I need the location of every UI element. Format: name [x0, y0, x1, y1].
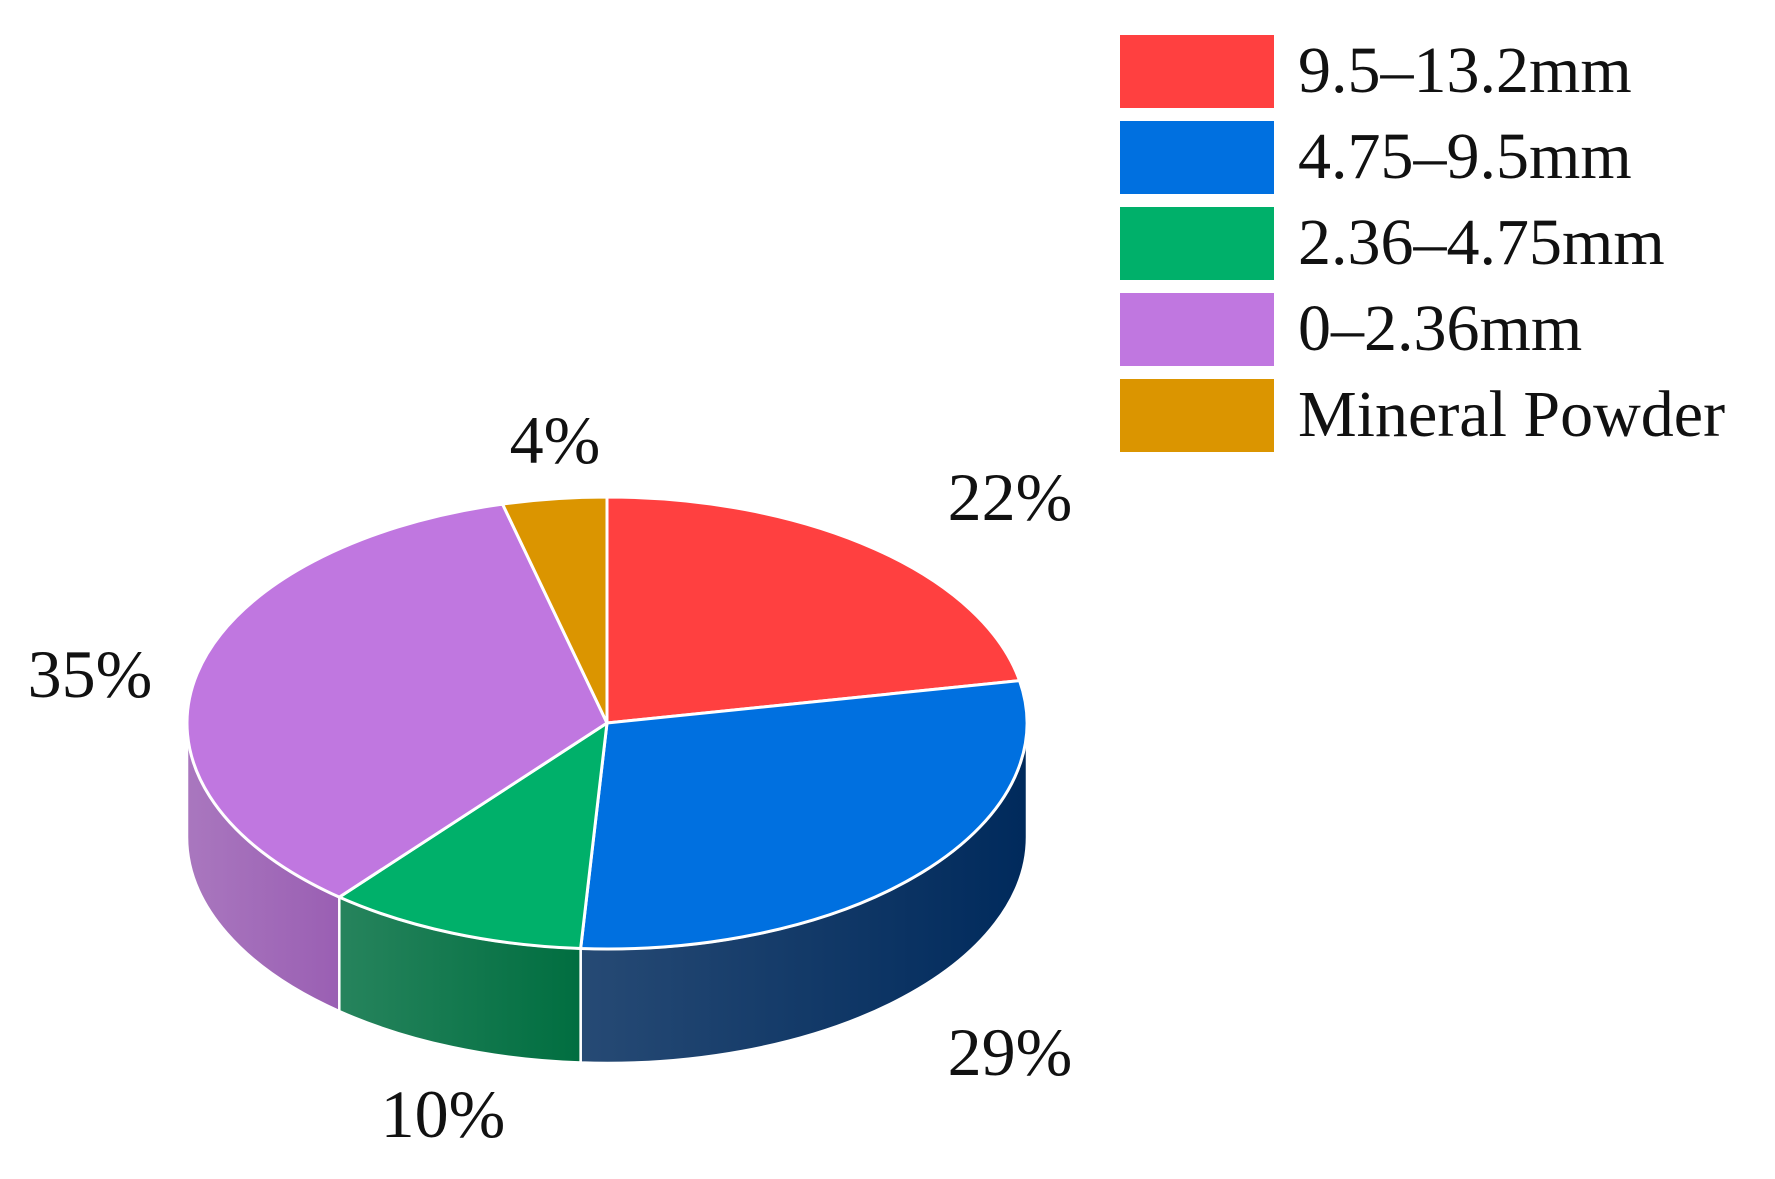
legend-label: 2.36–4.75mm: [1298, 206, 1665, 279]
legend-label: 9.5–13.2mm: [1298, 34, 1632, 107]
pie-sides: [185, 722, 1029, 1065]
legend-item: 9.5–13.2mm: [1120, 28, 1760, 114]
pie-slice: [501, 495, 609, 725]
legend: 9.5–13.2mm 4.75–9.5mm 2.36–4.75mm 0–2.36…: [1120, 28, 1760, 458]
slice-value-label: 4%: [510, 402, 601, 478]
legend-swatch: [1120, 120, 1274, 194]
slice-value-label: 29%: [948, 1014, 1073, 1090]
pie-slice: [605, 495, 1022, 725]
legend-swatch: [1120, 292, 1274, 366]
pie-slice: [337, 721, 609, 951]
legend-item: 2.36–4.75mm: [1120, 200, 1760, 286]
legend-swatch: [1120, 378, 1274, 452]
pie-slice: [579, 679, 1029, 951]
legend-item: 4.75–9.5mm: [1120, 114, 1760, 200]
slice-value-label: 10%: [381, 1076, 506, 1152]
pie-top: [185, 495, 1029, 951]
slice-value-label: 35%: [28, 636, 153, 712]
legend-swatch: [1120, 206, 1274, 280]
legend-label: 4.75–9.5mm: [1298, 120, 1632, 193]
pie-slice: [185, 502, 609, 899]
legend-label: 0–2.36mm: [1298, 292, 1583, 365]
legend-label: Mineral Powder: [1298, 378, 1726, 451]
legend-item: 0–2.36mm: [1120, 286, 1760, 372]
slice-value-label: 22%: [948, 459, 1073, 535]
legend-item: Mineral Powder: [1120, 372, 1760, 458]
pie-labels: 22% 29% 10% 35% 4%: [28, 402, 1073, 1152]
legend-swatch: [1120, 34, 1274, 108]
